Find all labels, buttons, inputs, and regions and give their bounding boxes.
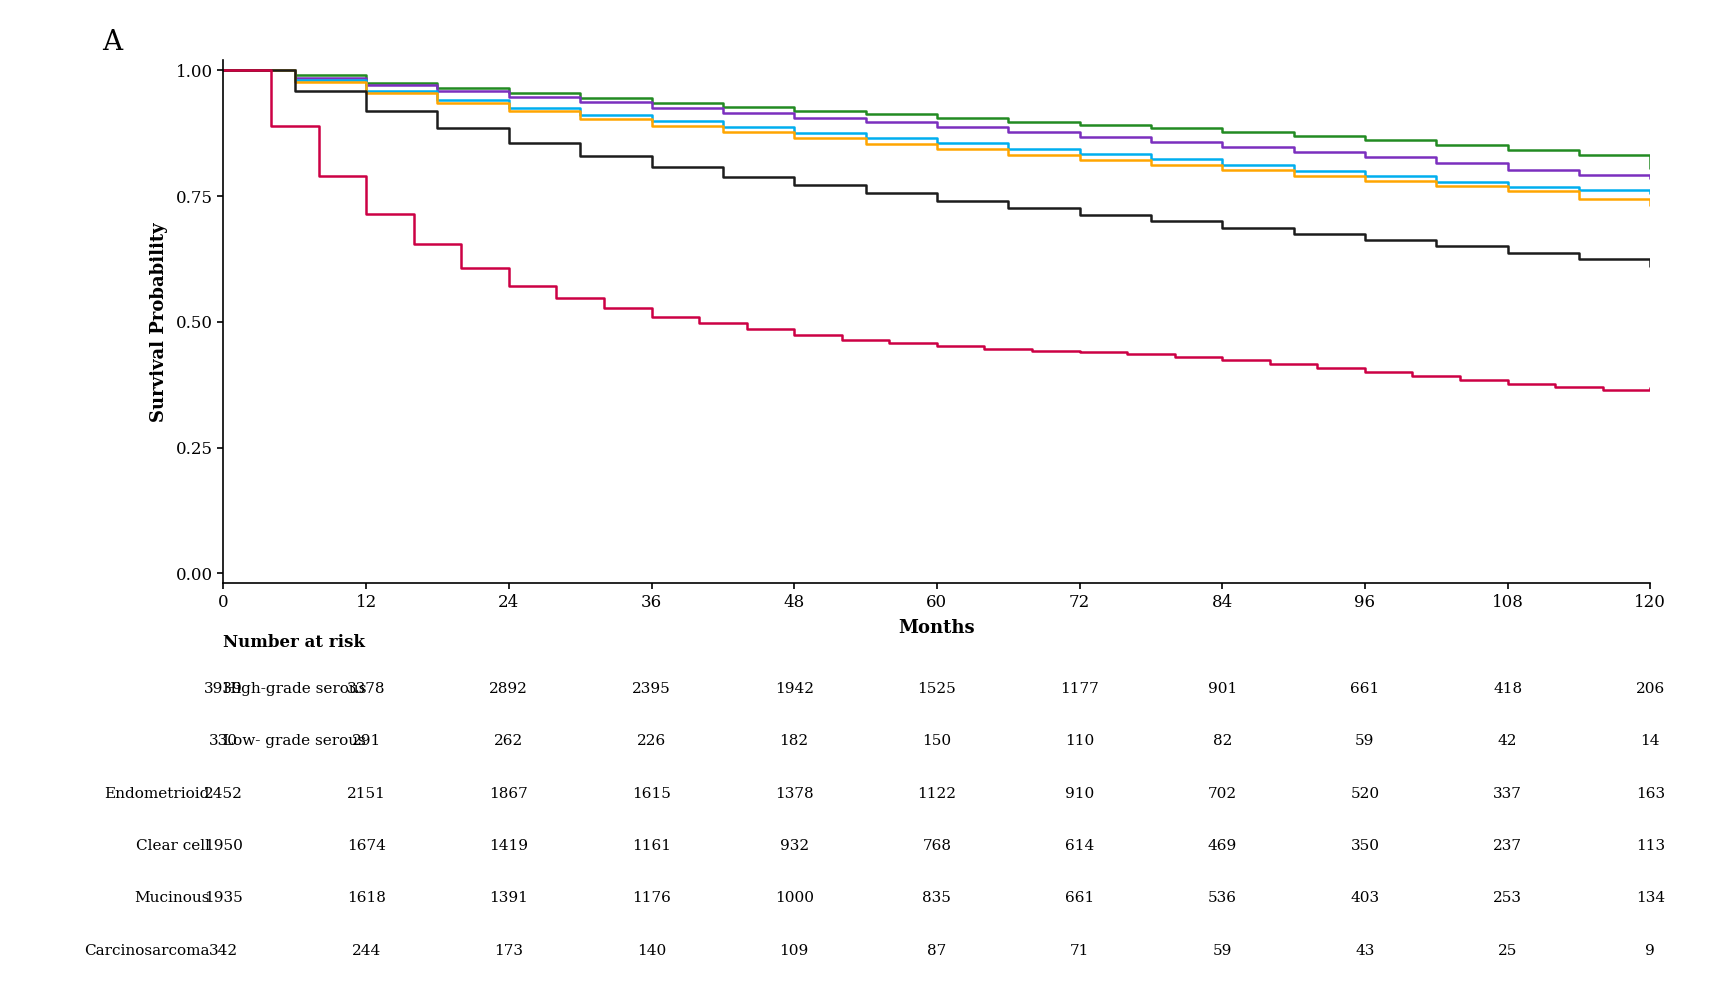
Text: 403: 403 [1351,891,1379,905]
Text: 237: 237 [1494,839,1521,853]
Text: 3378: 3378 [347,682,385,696]
Text: 25: 25 [1497,944,1518,958]
Text: 173: 173 [495,944,523,958]
Text: 536: 536 [1208,891,1236,905]
Text: Carcinosarcoma: Carcinosarcoma [84,944,210,958]
Text: 140: 140 [636,944,667,958]
Text: 337: 337 [1494,787,1521,801]
Text: 163: 163 [1636,787,1664,801]
Text: 71: 71 [1069,944,1090,958]
Text: 113: 113 [1636,839,1664,853]
Text: 2395: 2395 [633,682,670,696]
Text: 182: 182 [780,734,808,748]
Text: Number at risk: Number at risk [223,634,366,651]
Text: 42: 42 [1497,734,1518,748]
Text: 418: 418 [1494,682,1521,696]
Text: 1419: 1419 [490,839,528,853]
Text: 1867: 1867 [490,787,528,801]
Text: 109: 109 [779,944,810,958]
Text: 1674: 1674 [347,839,385,853]
Text: 3939: 3939 [205,682,242,696]
Text: 226: 226 [636,734,667,748]
Text: 1618: 1618 [347,891,385,905]
Text: 134: 134 [1636,891,1664,905]
Text: 87: 87 [927,944,947,958]
Text: 1391: 1391 [490,891,528,905]
Text: 59: 59 [1212,944,1233,958]
Text: 350: 350 [1351,839,1379,853]
Text: 469: 469 [1207,839,1238,853]
Text: 520: 520 [1351,787,1379,801]
Text: 661: 661 [1349,682,1380,696]
Text: 661: 661 [1064,891,1095,905]
Text: 59: 59 [1355,734,1375,748]
Text: 910: 910 [1064,787,1095,801]
Text: 932: 932 [780,839,808,853]
Text: 110: 110 [1064,734,1095,748]
Text: 1525: 1525 [918,682,956,696]
Text: 244: 244 [351,944,382,958]
Text: 2151: 2151 [347,787,385,801]
Text: 2892: 2892 [490,682,528,696]
Text: 206: 206 [1635,682,1666,696]
Text: 82: 82 [1212,734,1233,748]
Text: A: A [101,29,122,56]
Text: 253: 253 [1494,891,1521,905]
Text: 2452: 2452 [205,787,242,801]
Text: 291: 291 [351,734,382,748]
Text: Clear cell: Clear cell [136,839,210,853]
Text: 702: 702 [1208,787,1236,801]
Text: 330: 330 [210,734,237,748]
Text: 901: 901 [1207,682,1238,696]
Text: 1122: 1122 [918,787,956,801]
Text: 342: 342 [210,944,237,958]
Text: 1177: 1177 [1061,682,1098,696]
Text: 43: 43 [1355,944,1375,958]
Text: 1161: 1161 [633,839,670,853]
Text: Low- grade serous: Low- grade serous [223,734,366,748]
Text: Endometrioid: Endometrioid [105,787,210,801]
Text: 1176: 1176 [633,891,670,905]
Text: High-grade serous: High-grade serous [223,682,366,696]
Text: 9: 9 [1645,944,1655,958]
Text: 1615: 1615 [633,787,670,801]
Text: 262: 262 [493,734,524,748]
Text: 614: 614 [1064,839,1095,853]
Text: 1935: 1935 [205,891,242,905]
Text: 1950: 1950 [205,839,242,853]
Text: 1378: 1378 [775,787,813,801]
Text: 835: 835 [923,891,951,905]
Text: 14: 14 [1640,734,1661,748]
Text: 150: 150 [923,734,951,748]
X-axis label: Months: Months [899,620,975,637]
Text: 1000: 1000 [775,891,813,905]
Text: Mucinous: Mucinous [134,891,210,905]
Text: 768: 768 [923,839,951,853]
Y-axis label: Survival Probability: Survival Probability [150,222,167,422]
Text: 1942: 1942 [775,682,813,696]
